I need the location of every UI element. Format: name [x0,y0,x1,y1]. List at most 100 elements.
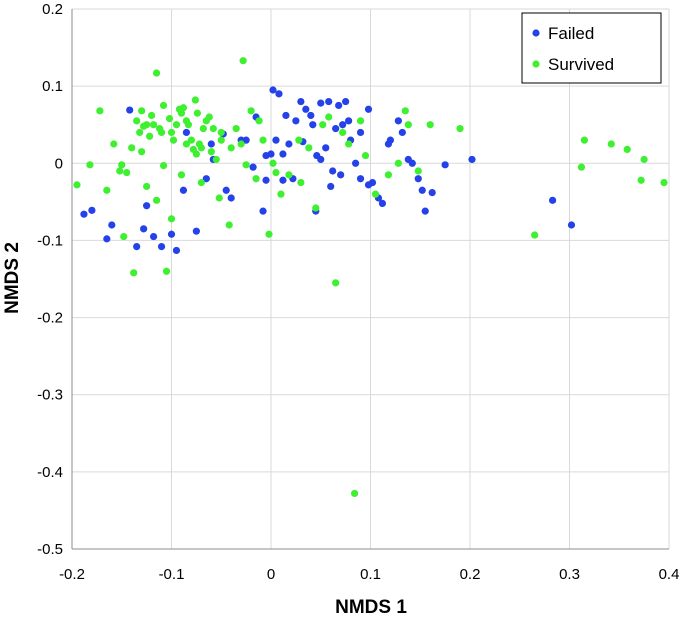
point-survived [239,57,247,65]
point-survived [193,109,201,117]
point-survived [242,161,250,169]
point-failed [345,117,353,125]
point-failed [297,97,305,106]
point-failed [356,128,365,137]
point-survived [136,128,144,137]
point-survived [165,114,174,123]
y-tick-label: 0 [55,155,63,172]
point-failed [207,140,215,148]
point-survived [143,121,151,129]
point-survived [118,161,126,169]
point-survived [272,168,280,177]
point-failed [364,105,373,113]
point-survived [404,121,412,129]
point-survived [146,132,154,140]
point-failed [302,105,310,113]
legend-marker-failed [532,29,540,37]
series-failed [80,86,576,255]
point-failed [342,97,350,106]
point-survived [197,178,205,187]
point-failed [222,186,230,194]
point-survived [148,111,156,120]
point-failed [428,189,436,197]
point-failed [548,196,557,204]
point-survived [157,128,166,137]
point-survived [295,136,303,144]
point-survived [215,194,223,202]
point-failed [313,151,321,160]
point-survived [640,155,648,164]
axes [71,9,669,550]
point-failed [262,176,270,184]
point-failed [259,207,267,215]
point-failed [468,155,476,164]
point-survived [138,107,146,115]
point-failed [157,243,166,251]
point-failed [327,182,335,191]
point-survived [130,269,138,277]
x-tick-label: 0 [267,566,275,583]
point-failed [133,243,141,251]
point-failed [292,117,300,125]
point-survived [152,69,161,77]
point-survived [305,144,313,152]
point-survived [637,176,645,184]
point-failed [418,186,426,194]
point-failed [386,136,394,144]
point-survived [577,163,586,171]
point-failed [143,202,151,210]
point-survived [123,168,131,177]
point-failed [192,227,200,235]
point-survived [177,171,186,179]
point-survived [350,489,359,498]
point-survived [169,136,178,144]
point-failed [179,186,188,194]
point-survived [205,113,213,121]
data-points [73,57,668,498]
point-failed [329,167,337,175]
point-failed [126,106,134,114]
point-survived [162,267,171,275]
point-survived [361,151,370,160]
point-survived [159,101,168,110]
point-survived [209,124,217,133]
point-failed [242,136,250,144]
point-failed [309,121,317,129]
point-survived [259,136,267,144]
point-failed [567,221,576,229]
point-survived [247,107,255,115]
point-survived [96,107,104,115]
point-survived [356,117,365,125]
point-survived [255,117,263,125]
point-failed [398,128,406,137]
point-survived [345,140,353,148]
point-failed [322,144,330,152]
legend: Failed Survived [521,12,662,84]
point-survived [199,124,207,133]
point-survived [86,161,94,169]
point-survived [232,124,240,133]
point-failed [378,199,387,207]
point-failed [272,136,280,144]
point-failed [441,161,449,169]
point-survived [120,232,128,241]
point-failed [282,111,290,120]
point-failed [103,235,111,243]
tick-labels: -0.2 -0.1 0 0.1 0.2 0.3 0.4 0.2 0.1 0 -0.1 -0.2 -0.3… [37,1,679,583]
y-tick-label: -0.5 [37,541,63,558]
grid-lines [71,8,670,550]
point-survived [217,136,225,144]
point-survived [531,231,539,239]
point-survived [133,117,141,125]
legend-label-failed: Failed [548,24,594,43]
point-survived [332,279,340,287]
point-survived [138,148,146,156]
point-survived [110,140,118,148]
point-failed [339,121,347,129]
point-failed [80,210,88,218]
point-failed [317,99,325,107]
point-failed [325,97,333,106]
point-survived [179,104,188,112]
point-survived [394,159,402,167]
